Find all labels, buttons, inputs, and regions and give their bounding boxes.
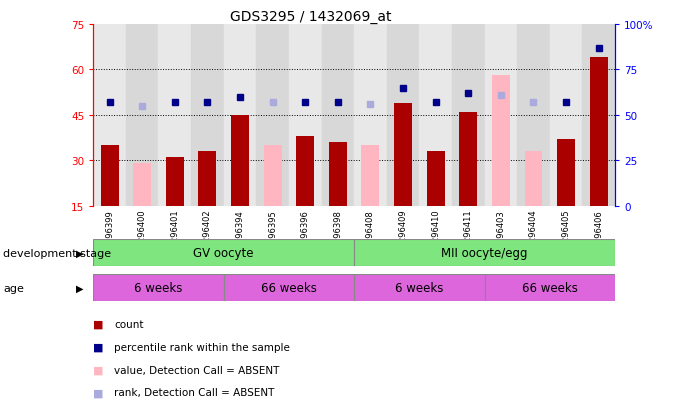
Bar: [460, 113, 477, 206]
Bar: [550, 25, 583, 206]
Text: ▶: ▶: [76, 248, 83, 258]
Text: percentile rank within the sample: percentile rank within the sample: [114, 342, 290, 352]
Text: GV oocyte: GV oocyte: [193, 247, 254, 259]
Bar: [426, 152, 444, 206]
Text: ■: ■: [93, 319, 104, 329]
Bar: [296, 137, 314, 206]
Text: 6 weeks: 6 weeks: [395, 282, 444, 294]
Bar: [191, 25, 224, 206]
Bar: [354, 275, 484, 301]
Text: ■: ■: [93, 342, 104, 352]
Bar: [321, 25, 354, 206]
Bar: [93, 275, 224, 301]
Text: count: count: [114, 319, 144, 329]
Text: ■: ■: [93, 387, 104, 397]
Bar: [387, 25, 419, 206]
Bar: [419, 25, 452, 206]
Bar: [589, 58, 607, 206]
Bar: [133, 164, 151, 206]
Text: GDS3295 / 1432069_at: GDS3295 / 1432069_at: [230, 10, 392, 24]
Bar: [452, 25, 484, 206]
Text: ▶: ▶: [76, 283, 83, 293]
Text: MII oocyte/egg: MII oocyte/egg: [442, 247, 528, 259]
Bar: [517, 25, 550, 206]
Text: 6 weeks: 6 weeks: [134, 282, 182, 294]
Bar: [354, 240, 615, 266]
Text: development stage: development stage: [3, 248, 111, 258]
Bar: [354, 25, 387, 206]
Bar: [484, 25, 517, 206]
Bar: [93, 25, 126, 206]
Bar: [361, 146, 379, 206]
Bar: [256, 25, 289, 206]
Bar: [583, 25, 615, 206]
Bar: [126, 25, 158, 206]
Bar: [158, 25, 191, 206]
Bar: [557, 140, 575, 206]
Bar: [264, 146, 282, 206]
Text: 66 weeks: 66 weeks: [261, 282, 317, 294]
Bar: [93, 240, 354, 266]
Bar: [524, 152, 542, 206]
Bar: [198, 152, 216, 206]
Bar: [224, 275, 354, 301]
Bar: [394, 104, 412, 206]
Bar: [289, 25, 321, 206]
Text: age: age: [3, 283, 24, 293]
Bar: [329, 143, 347, 206]
Bar: [224, 25, 256, 206]
Text: rank, Detection Call = ABSENT: rank, Detection Call = ABSENT: [114, 387, 274, 397]
Text: 66 weeks: 66 weeks: [522, 282, 578, 294]
Text: value, Detection Call = ABSENT: value, Detection Call = ABSENT: [114, 365, 279, 375]
Bar: [484, 275, 615, 301]
Bar: [101, 146, 119, 206]
Bar: [166, 158, 184, 206]
Text: ■: ■: [93, 365, 104, 375]
Bar: [492, 76, 510, 206]
Bar: [231, 116, 249, 206]
